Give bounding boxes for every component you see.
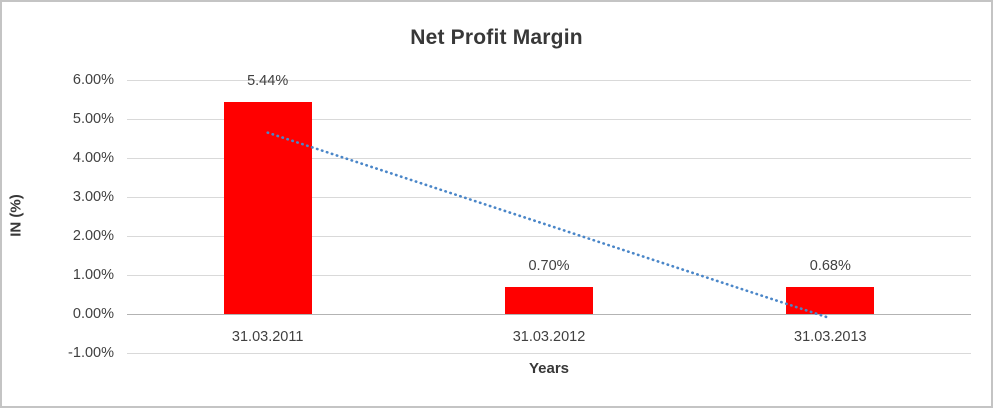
data-label: 0.68% [809, 258, 851, 275]
x-tick-label: 31.03.2011 [231, 329, 304, 345]
y-tick-label: 1.00% [72, 267, 114, 283]
y-axis-title: IN (%) [7, 194, 25, 237]
bar-31.03.2012 [505, 286, 593, 314]
y-tick-label: 5.00% [72, 111, 114, 127]
bar-31.03.2011 [223, 101, 312, 314]
y-tick-label: 3.00% [72, 189, 114, 205]
y-tick-label: -1.00% [68, 345, 114, 361]
data-label: 0.70% [528, 257, 570, 274]
y-tick-label: 4.00% [72, 150, 114, 166]
y-tick-label: 6.00% [72, 72, 114, 88]
gridline [127, 79, 971, 81]
data-label: 5.44% [247, 72, 289, 89]
x-tick-label: 31.03.2012 [512, 329, 586, 345]
x-tick-label: 31.03.2013 [794, 329, 867, 345]
gridline [127, 118, 971, 120]
gridline [127, 352, 971, 354]
bar-31.03.2013 [786, 287, 875, 314]
chart-title: Net Profit Margin [410, 26, 583, 49]
y-tick-label: 2.00% [72, 228, 114, 244]
y-tick-label: 0.00% [72, 306, 114, 322]
x-axis-title: Years [528, 360, 570, 377]
